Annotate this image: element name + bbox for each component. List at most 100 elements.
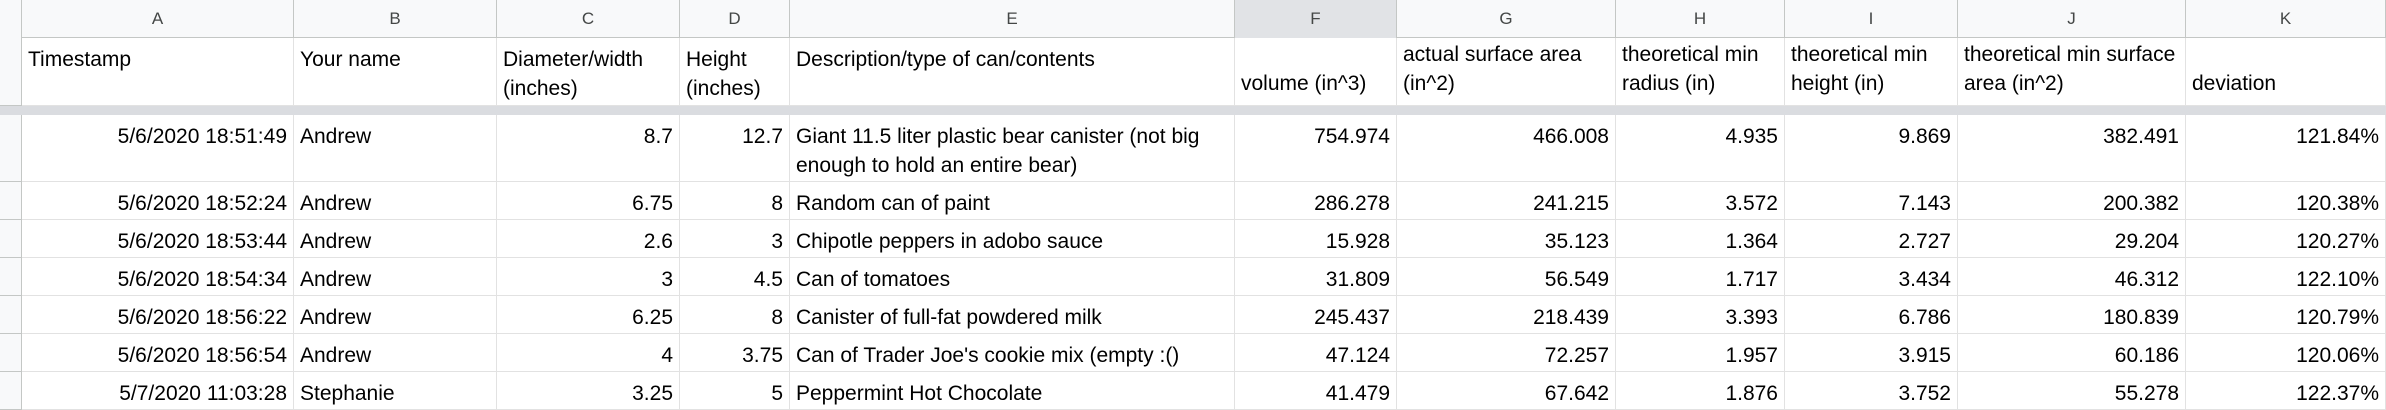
cell-h[interactable]: 1.957	[1616, 334, 1785, 371]
cell-i[interactable]: 3.434	[1785, 258, 1958, 295]
cell-d[interactable]: 5	[680, 372, 790, 409]
cell-b[interactable]: Andrew	[294, 182, 497, 219]
row-number-cell[interactable]	[0, 334, 22, 372]
cell-c[interactable]: 6.75	[497, 182, 680, 219]
column-header-i[interactable]: I	[1785, 0, 1958, 38]
cell-i[interactable]: 3.915	[1785, 334, 1958, 371]
cell-c[interactable]: 4	[497, 334, 680, 371]
cell-c[interactable]: 3.25	[497, 372, 680, 409]
cell-d[interactable]: 3	[680, 220, 790, 257]
header-cell-b[interactable]: Your name	[294, 38, 497, 105]
cell-i[interactable]: 7.143	[1785, 182, 1958, 219]
cell-i[interactable]: 6.786	[1785, 296, 1958, 333]
cell-c[interactable]: 6.25	[497, 296, 680, 333]
header-cell-d[interactable]: Height (inches)	[680, 38, 790, 105]
cell-f[interactable]: 754.974	[1235, 115, 1397, 181]
cell-g[interactable]: 56.549	[1397, 258, 1616, 295]
cell-a[interactable]: 5/7/2020 11:03:28	[22, 372, 294, 409]
cell-e[interactable]: Random can of paint	[790, 182, 1235, 219]
cell-b[interactable]: Andrew	[294, 220, 497, 257]
header-cell-c[interactable]: Diameter/width (inches)	[497, 38, 680, 105]
cell-h[interactable]: 3.393	[1616, 296, 1785, 333]
cell-h[interactable]: 1.876	[1616, 372, 1785, 409]
cell-k[interactable]: 120.79%	[2186, 296, 2386, 333]
cell-e[interactable]: Can of tomatoes	[790, 258, 1235, 295]
header-cell-j[interactable]: theoretical min surface area (in^2)	[1958, 38, 2186, 105]
column-header-h[interactable]: H	[1616, 0, 1785, 38]
cell-k[interactable]: 122.10%	[2186, 258, 2386, 295]
cell-k[interactable]: 120.38%	[2186, 182, 2386, 219]
select-all-corner[interactable]	[0, 0, 22, 38]
cell-g[interactable]: 241.215	[1397, 182, 1616, 219]
cell-h[interactable]: 1.364	[1616, 220, 1785, 257]
cell-k[interactable]: 120.27%	[2186, 220, 2386, 257]
cell-g[interactable]: 35.123	[1397, 220, 1616, 257]
column-header-a[interactable]: A	[22, 0, 294, 38]
column-header-e[interactable]: E	[790, 0, 1235, 38]
cell-e[interactable]: Canister of full-fat powdered milk	[790, 296, 1235, 333]
header-cell-g[interactable]: actual surface area (in^2)	[1397, 38, 1616, 105]
row-number-cell[interactable]	[0, 372, 22, 410]
row-number-cell[interactable]	[0, 258, 22, 296]
cell-a[interactable]: 5/6/2020 18:56:54	[22, 334, 294, 371]
column-header-c[interactable]: C	[497, 0, 680, 38]
cell-d[interactable]: 8	[680, 296, 790, 333]
cell-j[interactable]: 382.491	[1958, 115, 2186, 181]
cell-h[interactable]: 3.572	[1616, 182, 1785, 219]
row-number-cell[interactable]	[0, 182, 22, 220]
header-cell-a[interactable]: Timestamp	[22, 38, 294, 105]
cell-b[interactable]: Stephanie	[294, 372, 497, 409]
cell-i[interactable]: 9.869	[1785, 115, 1958, 181]
cell-k[interactable]: 120.06%	[2186, 334, 2386, 371]
cell-j[interactable]: 46.312	[1958, 258, 2186, 295]
cell-g[interactable]: 218.439	[1397, 296, 1616, 333]
header-cell-f[interactable]: volume (in^3)	[1235, 38, 1397, 105]
cell-g[interactable]: 67.642	[1397, 372, 1616, 409]
cell-a[interactable]: 5/6/2020 18:53:44	[22, 220, 294, 257]
row-number-cell[interactable]	[0, 38, 22, 106]
cell-d[interactable]: 3.75	[680, 334, 790, 371]
cell-e[interactable]: Peppermint Hot Chocolate	[790, 372, 1235, 409]
column-header-k[interactable]: K	[2186, 0, 2386, 38]
cell-f[interactable]: 41.479	[1235, 372, 1397, 409]
header-cell-h[interactable]: theoretical min radius (in)	[1616, 38, 1785, 105]
column-header-b[interactable]: B	[294, 0, 497, 38]
cell-e[interactable]: Giant 11.5 liter plastic bear canister (…	[790, 115, 1235, 181]
cell-c[interactable]: 2.6	[497, 220, 680, 257]
cell-j[interactable]: 60.186	[1958, 334, 2186, 371]
cell-j[interactable]: 29.204	[1958, 220, 2186, 257]
cell-b[interactable]: Andrew	[294, 115, 497, 181]
cell-i[interactable]: 2.727	[1785, 220, 1958, 257]
row-number-cell[interactable]	[0, 296, 22, 334]
cell-h[interactable]: 4.935	[1616, 115, 1785, 181]
cell-c[interactable]: 8.7	[497, 115, 680, 181]
cell-f[interactable]: 286.278	[1235, 182, 1397, 219]
cell-b[interactable]: Andrew	[294, 296, 497, 333]
cell-f[interactable]: 47.124	[1235, 334, 1397, 371]
cell-a[interactable]: 5/6/2020 18:51:49	[22, 115, 294, 181]
row-number-cell[interactable]	[0, 115, 22, 182]
header-cell-i[interactable]: theoretical min height (in)	[1785, 38, 1958, 105]
cell-d[interactable]: 8	[680, 182, 790, 219]
row-number-cell[interactable]	[0, 220, 22, 258]
cell-j[interactable]: 180.839	[1958, 296, 2186, 333]
cell-a[interactable]: 5/6/2020 18:52:24	[22, 182, 294, 219]
cell-j[interactable]: 200.382	[1958, 182, 2186, 219]
cell-a[interactable]: 5/6/2020 18:54:34	[22, 258, 294, 295]
frozen-row-divider[interactable]	[0, 106, 2386, 115]
cell-f[interactable]: 15.928	[1235, 220, 1397, 257]
cell-c[interactable]: 3	[497, 258, 680, 295]
cell-g[interactable]: 466.008	[1397, 115, 1616, 181]
column-header-f[interactable]: F	[1235, 0, 1397, 38]
column-header-j[interactable]: J	[1958, 0, 2186, 38]
cell-d[interactable]: 4.5	[680, 258, 790, 295]
cell-b[interactable]: Andrew	[294, 334, 497, 371]
cell-k[interactable]: 122.37%	[2186, 372, 2386, 409]
cell-j[interactable]: 55.278	[1958, 372, 2186, 409]
header-cell-k[interactable]: deviation	[2186, 38, 2386, 105]
cell-h[interactable]: 1.717	[1616, 258, 1785, 295]
column-header-d[interactable]: D	[680, 0, 790, 38]
cell-g[interactable]: 72.257	[1397, 334, 1616, 371]
header-cell-e[interactable]: Description/type of can/contents	[790, 38, 1235, 105]
cell-f[interactable]: 245.437	[1235, 296, 1397, 333]
